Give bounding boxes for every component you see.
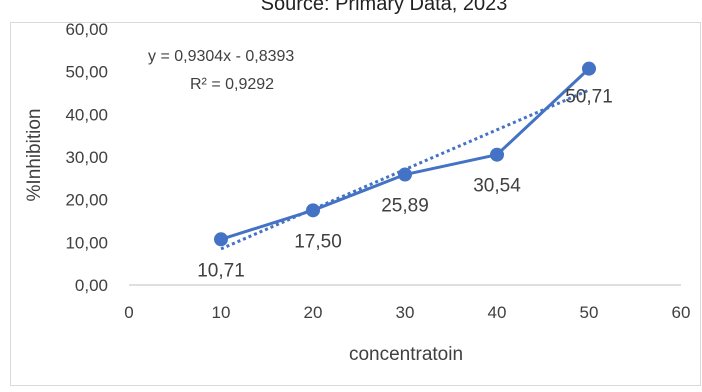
chart-title: Source: Primary Data, 2023 [261, 0, 508, 15]
x-tick-label: 50 [580, 303, 599, 322]
data-point [214, 232, 228, 247]
y-tick-label: 10,00 [65, 233, 108, 252]
r-squared-label: R² = 0,9292 [190, 76, 274, 93]
data-label: 17,50 [294, 231, 342, 252]
data-label: 30,54 [473, 176, 521, 197]
x-tick-label: 30 [396, 303, 415, 322]
data-series [214, 61, 596, 247]
y-tick-label: 20,00 [65, 191, 108, 210]
trendline-equation: y = 0,9304x - 0,8393 [148, 48, 294, 65]
data-label: 10,71 [197, 260, 245, 281]
x-axis: 0 10 20 30 40 50 60 [124, 284, 691, 322]
x-tick-label: 40 [488, 303, 507, 322]
data-label: 50,71 [565, 87, 613, 108]
y-axis: 0,00 10,00 20,00 30,00 40,00 50,00 60,00 [65, 20, 108, 295]
y-tick-label: 50,00 [65, 63, 108, 82]
y-axis-title: %Inhibition [24, 109, 45, 202]
x-tick-label: 0 [124, 303, 133, 322]
data-labels: 10,71 17,50 25,89 30,54 50,71 [197, 87, 613, 282]
x-tick-label: 60 [672, 303, 691, 322]
data-label: 25,89 [381, 196, 429, 217]
x-tick-label: 20 [304, 303, 323, 322]
x-axis-title: concentratoin [349, 344, 463, 365]
data-point [582, 61, 596, 76]
data-point [490, 147, 504, 162]
x-tick-label: 10 [212, 303, 231, 322]
y-tick-label: 0,00 [75, 276, 108, 295]
data-point [306, 203, 320, 218]
chart-border [10, 22, 701, 386]
y-tick-label: 60,00 [65, 20, 108, 39]
y-tick-label: 40,00 [65, 105, 108, 124]
y-tick-label: 30,00 [65, 148, 108, 167]
data-point [398, 167, 412, 182]
